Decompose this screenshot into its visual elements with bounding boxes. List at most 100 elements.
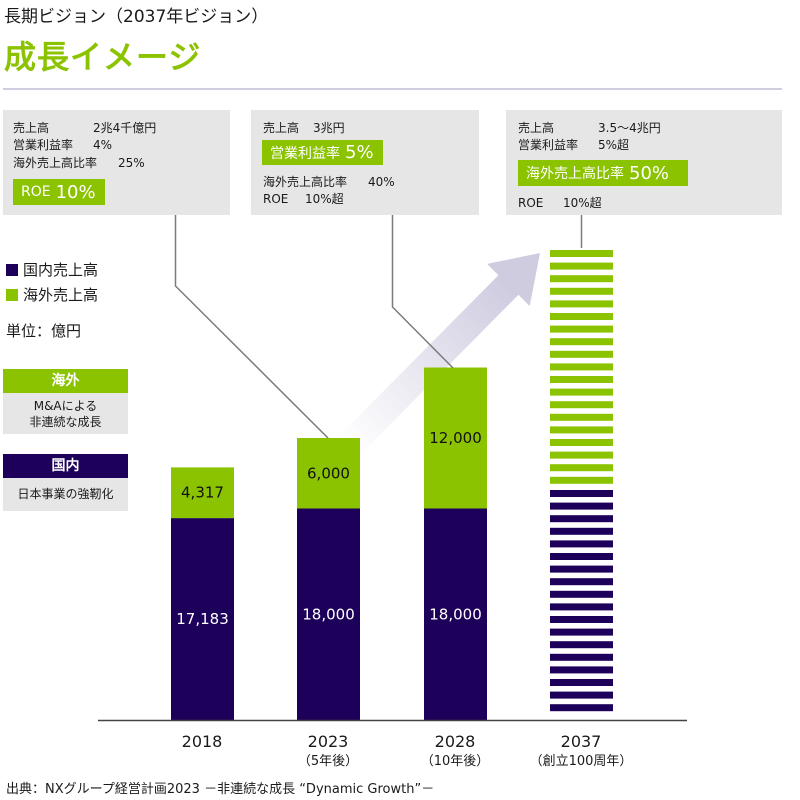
side-note-domestic-heading: 国内 bbox=[3, 454, 128, 478]
bar-stripe bbox=[550, 363, 613, 371]
data-label-2028-domestic: 18,000 bbox=[429, 605, 482, 623]
row-value: 5%超 bbox=[598, 138, 630, 152]
bar-stripe bbox=[550, 540, 613, 548]
legend-label-overseas: 海外売上高 bbox=[23, 286, 99, 304]
row-label: 売上高 bbox=[13, 121, 50, 135]
row-label: 売上高 bbox=[263, 121, 300, 135]
bar-stripe bbox=[550, 565, 613, 573]
bar-stripe bbox=[550, 262, 613, 270]
info-box-2023: 売上高 2兆4千億円 営業利益率 4% 海外売上高比率 25% ROE 10% bbox=[3, 110, 230, 215]
highlight-operating-margin: 営業利益率 5% bbox=[262, 140, 383, 165]
side-note-overseas-body: M&Aによる 非連続な成長 bbox=[3, 393, 128, 434]
row-value: 4% bbox=[93, 138, 113, 152]
source-footer: 出典：NXグループ経営計画2023 －非連続な成長 “Dynamic Growt… bbox=[6, 782, 435, 797]
x-tick-2037: 2037 bbox=[560, 732, 602, 751]
page-subtitle: 長期ビジョン（2037年ビジョン） bbox=[4, 7, 269, 27]
x-tick-2028: 2028 bbox=[434, 732, 476, 751]
highlight-label: ROE bbox=[21, 184, 51, 200]
bar-segment-2028-overseas bbox=[424, 367, 487, 509]
x-tick-2018: 2018 bbox=[181, 732, 223, 751]
info-box-2028: 売上高 3兆円 営業利益率 5% 海外売上高比率 40% ROE 10%超 bbox=[251, 110, 479, 215]
legend-label-domestic: 国内売上高 bbox=[23, 261, 99, 279]
bar-stripe bbox=[550, 704, 613, 712]
bar-stripe bbox=[550, 451, 613, 459]
bar-stripe bbox=[550, 250, 613, 257]
x-tick-2023: 2023 bbox=[307, 732, 349, 751]
bar-stripe bbox=[550, 553, 613, 560]
x-sublabel-2028: （10年後） bbox=[420, 754, 490, 769]
bar-stripe bbox=[550, 439, 613, 446]
bar-stripe bbox=[550, 300, 613, 308]
bar-stripe bbox=[550, 691, 613, 699]
row-value: 40% bbox=[368, 175, 395, 189]
row-value: 25% bbox=[118, 156, 145, 170]
x-sublabel-2023: （5年後） bbox=[297, 754, 359, 769]
bar-stripe bbox=[550, 313, 613, 320]
side-note-line: 非連続な成長 bbox=[29, 415, 102, 429]
row-value: 3兆円 bbox=[313, 121, 345, 135]
legend-swatch-domestic bbox=[6, 264, 18, 276]
data-label-2018-domestic: 17,183 bbox=[176, 610, 229, 628]
bar-stripe bbox=[550, 653, 613, 661]
row-label: ROE bbox=[518, 196, 544, 210]
highlight-value: 5% bbox=[345, 142, 374, 163]
row-label: 営業利益率 bbox=[13, 138, 74, 152]
bar-stripe bbox=[550, 464, 613, 472]
leader-line-2028 bbox=[391, 215, 454, 369]
data-label-2028-overseas: 12,000 bbox=[429, 429, 482, 447]
row-label: 海外売上高比率 bbox=[13, 156, 98, 170]
bar-stripe bbox=[550, 350, 613, 358]
bar-stripe bbox=[550, 413, 613, 421]
row-value: 3.5〜4兆円 bbox=[598, 121, 661, 135]
bar-stripe bbox=[550, 325, 613, 333]
header-divider bbox=[3, 88, 782, 90]
bar-stripe bbox=[550, 628, 613, 636]
data-label-2018-overseas: 4,317 bbox=[181, 484, 224, 502]
bar-segment-2037-overseas bbox=[550, 250, 613, 484]
leader-line-2023 bbox=[174, 215, 329, 439]
bar-stripe bbox=[550, 476, 613, 484]
bar-segment-2037-domestic bbox=[550, 490, 613, 712]
bar-stripe bbox=[550, 527, 613, 535]
bar-stripe bbox=[550, 666, 613, 674]
highlight-value: 50% bbox=[629, 162, 670, 184]
bar-stripe bbox=[550, 603, 613, 611]
bar-segment-2028-domestic bbox=[424, 508, 487, 720]
row-value: 2兆4千億円 bbox=[93, 121, 157, 135]
bar-segment-2023-domestic bbox=[297, 508, 360, 720]
row-value: 10%超 bbox=[563, 196, 602, 210]
bar-stripe bbox=[550, 401, 613, 409]
bar-stripe bbox=[550, 502, 613, 510]
bar-stripe bbox=[550, 376, 613, 383]
bar-stripe bbox=[550, 578, 613, 586]
x-sublabel-2037: （創立100周年） bbox=[529, 754, 633, 769]
page-title: 成長イメージ bbox=[4, 38, 202, 76]
bar-segment-2018-domestic bbox=[171, 518, 234, 720]
highlight-roe: ROE 10% bbox=[13, 179, 105, 205]
row-value: 10%超 bbox=[305, 192, 344, 206]
bars-layer bbox=[171, 250, 613, 720]
bar-stripe bbox=[550, 388, 613, 396]
info-box-2037: 売上高 3.5〜4兆円 営業利益率 5%超 海外売上高比率 50% ROE 10… bbox=[506, 110, 782, 215]
highlight-overseas-ratio: 海外売上高比率 50% bbox=[518, 160, 688, 186]
side-note-line: M&Aによる bbox=[33, 399, 98, 413]
side-note-overseas-heading: 海外 bbox=[3, 369, 128, 393]
bar-stripe bbox=[550, 616, 613, 623]
row-label: 売上高 bbox=[518, 121, 555, 135]
data-label-2023-overseas: 6,000 bbox=[307, 464, 350, 482]
bar-stripe bbox=[550, 490, 613, 497]
side-note-domestic-body: 日本事業の強靭化 bbox=[3, 478, 128, 511]
highlight-label: 海外売上高比率 bbox=[526, 166, 624, 182]
unit-label: 単位：億円 bbox=[6, 322, 82, 340]
labels-layer: 17,183 4,317 18,000 6,000 18,000 12,000 bbox=[176, 429, 482, 628]
bar-stripe bbox=[550, 338, 613, 346]
legend-swatch-overseas bbox=[6, 289, 18, 301]
bar-stripe bbox=[550, 641, 613, 649]
row-label: ROE bbox=[263, 192, 289, 206]
highlight-label: 営業利益率 bbox=[270, 145, 340, 162]
bar-stripe bbox=[550, 515, 613, 523]
bar-stripe bbox=[550, 679, 613, 686]
row-label: 海外売上高比率 bbox=[263, 175, 348, 189]
highlight-value: 10% bbox=[55, 181, 96, 203]
